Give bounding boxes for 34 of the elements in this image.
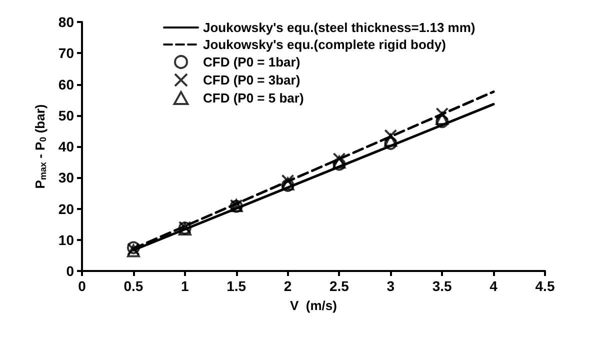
legend-label: Joukowsky's equ.(steel thickness=1.13 mm)	[203, 20, 476, 35]
legend-label: CFD (P0 = 1bar)	[203, 54, 300, 70]
legend-label: CFD (P0 = 5 bar)	[203, 90, 304, 106]
point	[384, 134, 398, 147]
legend-label: CFD (P0 = 3bar)	[203, 72, 300, 88]
point	[436, 115, 449, 128]
point	[384, 129, 398, 142]
point	[436, 112, 449, 125]
y-tick-label: 40	[58, 138, 74, 154]
x-tick-label: 4	[490, 278, 498, 294]
x-tick-label: 2.5	[329, 278, 350, 294]
point	[332, 152, 346, 166]
legend-label: Joukowsky's equ.(complete rigid body)	[203, 37, 446, 52]
y-tick-label: 60	[58, 76, 74, 92]
y-tick-label: 20	[58, 200, 74, 217]
x-tick-label: 2	[284, 278, 292, 294]
x-tick-label: 3.5	[432, 278, 452, 294]
point	[281, 174, 294, 188]
y-tick-label: 10	[58, 232, 74, 248]
point	[436, 107, 449, 120]
y-tick-label: 50	[58, 107, 74, 124]
x-tick-label: 1.5	[226, 278, 246, 294]
y-tick-label: 30	[58, 170, 74, 186]
x-axis-title: V (m/s)	[290, 298, 337, 313]
x-tick-label: 3	[386, 278, 395, 294]
y-tick-label: 0	[66, 263, 74, 279]
y-axis-title: Pmax - P0 (bar)	[32, 104, 48, 189]
x-tick-label: 4.5	[535, 278, 555, 294]
y-tick-label: 70	[58, 45, 74, 62]
y-tick-label: 80	[58, 14, 74, 30]
point	[384, 136, 398, 150]
x-tick-label: 1	[180, 278, 189, 294]
x-tick-label: 0	[78, 278, 86, 294]
x-tick-label: 0.5	[124, 278, 144, 294]
